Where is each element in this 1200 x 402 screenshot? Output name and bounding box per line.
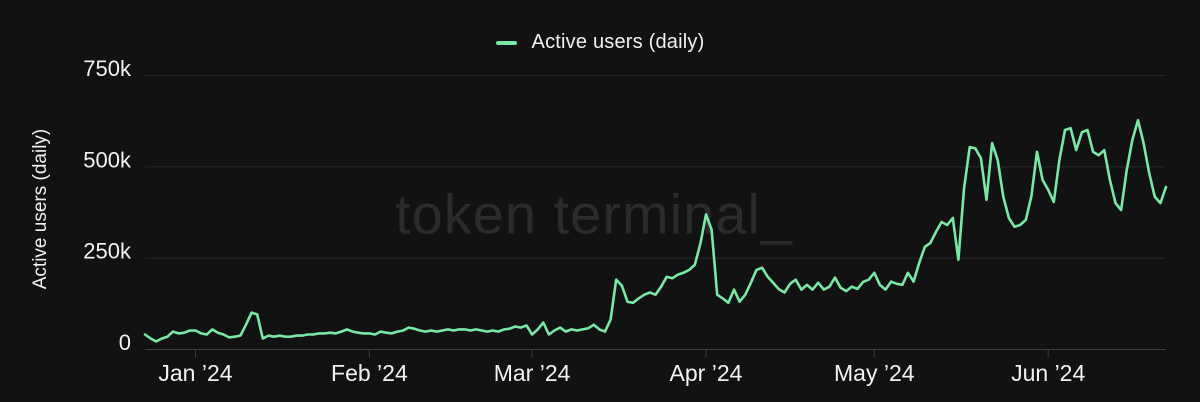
plot-area[interactable] [145,56,1166,350]
y-tick-label: 750k [83,56,132,81]
x-tick-label: May ’24 [834,360,915,386]
legend-label: Active users (daily) [531,31,705,53]
x-tick-label: Jun ’24 [1011,360,1085,386]
x-tick-label: Apr ’24 [670,360,743,386]
x-tick-label: Feb ’24 [331,360,408,386]
y-tick-label: 0 [119,330,131,355]
x-tick-label: Jan ’24 [158,360,232,386]
legend-item-active-users[interactable]: Active users (daily) [495,31,705,54]
x-tick-label: Mar ’24 [494,360,571,386]
y-tick-label: 250k [83,239,132,264]
legend-series-color-dash [495,40,517,45]
series-line-active-users [143,118,1168,343]
legend: Active users (daily) [0,31,1200,54]
y-tick-label: 500k [83,147,132,172]
